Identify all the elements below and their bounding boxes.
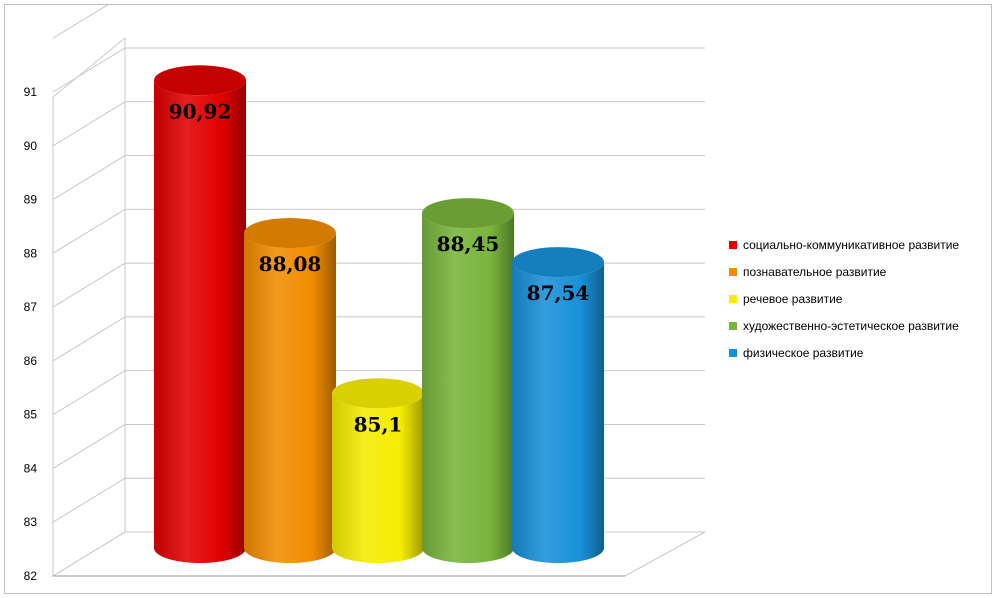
data-label: 88,08 — [259, 252, 322, 276]
gridline-side — [52, 5, 109, 39]
bar-2 — [244, 218, 336, 563]
chart-frame: 82 83 84 85 86 87 88 89 90 91 90,92 88,08 85,1 88,45… — [4, 4, 992, 594]
bar-5 — [512, 247, 604, 563]
y-tick-label: 86 — [24, 354, 38, 368]
gridline-side — [52, 370, 126, 416]
legend-item: речевое развитие — [729, 292, 843, 306]
data-label: 88,45 — [437, 232, 500, 256]
gridline-side — [52, 477, 126, 523]
bar-body — [244, 233, 336, 563]
bar-3 — [332, 378, 424, 563]
bar-1 — [154, 65, 246, 564]
data-label: 87,54 — [527, 281, 590, 305]
bar-body — [422, 213, 514, 563]
gridline-side — [52, 47, 126, 93]
y-tick-label: 84 — [24, 461, 38, 475]
y-axis: 82 83 84 85 86 87 88 89 90 91 — [24, 85, 38, 583]
y-tick-label: 90 — [24, 139, 38, 153]
gridline-side — [52, 262, 126, 308]
bar-chart: 82 83 84 85 86 87 88 89 90 91 90,92 88,08 85,1 88,45… — [24, 5, 959, 583]
y-tick-label: 85 — [24, 408, 38, 422]
bar-top — [154, 65, 246, 96]
bar-top — [512, 247, 604, 278]
bar-body — [332, 393, 424, 563]
legend-swatch — [729, 322, 737, 330]
legend-swatch — [729, 349, 737, 357]
legend-item: физическое развитие — [729, 346, 864, 360]
y-tick-label: 87 — [24, 300, 38, 314]
gridline-side — [52, 101, 126, 147]
gridline-side — [52, 424, 126, 469]
data-label: 90,92 — [169, 99, 232, 123]
side-wall — [52, 36, 126, 577]
legend-label: физическое развитие — [743, 346, 864, 360]
gridline-side — [52, 208, 126, 254]
y-tick-label: 83 — [24, 515, 38, 529]
bar-body — [154, 80, 246, 564]
data-labels: 90,92 88,08 85,1 88,45 87,54 — [169, 99, 590, 436]
y-tick-label: 82 — [24, 569, 38, 583]
gridline-side — [52, 155, 126, 200]
legend-item: познавательное развитие — [729, 265, 887, 279]
y-tick-label: 89 — [24, 193, 38, 207]
gridline-side — [52, 316, 126, 362]
legend: социально-коммуникативное развитие познав… — [729, 238, 959, 360]
legend-swatch — [729, 295, 737, 303]
bars — [154, 65, 604, 564]
legend-label: социально-коммуникативное развитие — [743, 238, 959, 252]
data-label: 85,1 — [354, 412, 403, 436]
legend-label: художественно-эстетическое развитие — [743, 319, 959, 333]
legend-label: познавательное развитие — [743, 265, 887, 279]
legend-swatch — [729, 241, 737, 249]
y-tick-label: 91 — [24, 85, 38, 99]
legend-item: социально-коммуникативное развитие — [729, 238, 959, 252]
gridline-side — [52, 531, 126, 577]
bar-body — [512, 262, 604, 563]
bar-4 — [422, 198, 514, 563]
legend-item: художественно-эстетическое развитие — [729, 319, 959, 333]
legend-label: речевое развитие — [743, 292, 843, 306]
bar-top — [332, 378, 424, 409]
legend-swatch — [729, 268, 737, 276]
bar-top — [244, 218, 336, 249]
y-tick-label: 88 — [24, 246, 38, 260]
bar-top — [422, 198, 514, 229]
